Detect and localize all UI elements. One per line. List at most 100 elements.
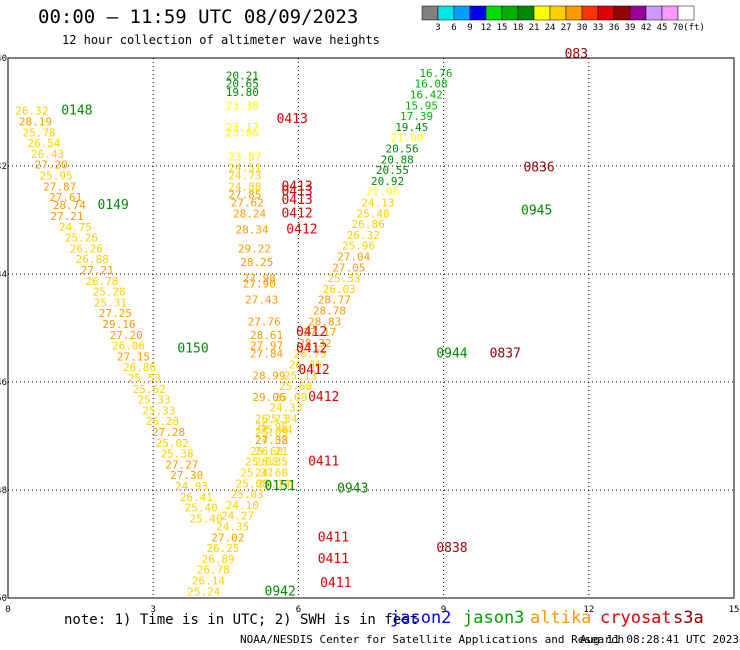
data-label: 26.35 [255,456,288,469]
data-label: 24.35 [216,521,249,534]
legend-label: 18 [513,23,524,33]
legend-label: 39 [625,23,636,33]
data-label: 25.28 [93,286,126,299]
data-label: 24.27 [221,510,254,523]
data-label: 25.40 [185,502,218,515]
data-label: 27.98 [243,272,276,285]
track-label: 0149 [98,198,129,213]
data-label: 24.02 [255,434,288,447]
y-tick-label: -42 [0,162,7,172]
track-label: 0151 [265,479,296,494]
data-label: 25.14 [257,477,290,490]
x-tick-label: 3 [150,605,155,615]
data-label: 28.74 [53,199,86,212]
x-tick-label: 12 [583,605,594,615]
x-tick-label: 15 [729,605,740,615]
data-label: 26.86 [123,361,156,374]
legend-swatch [533,5,551,21]
data-label: 26.73 [255,413,288,426]
legend-jason3: jason3 [463,608,525,628]
data-label: 25.95 [39,170,72,183]
data-label: 17.39 [400,110,433,123]
x-tick-label: 9 [441,605,446,615]
data-label: 26.75 [294,348,327,361]
data-label: 25.08 [235,477,268,490]
legend-swatch [613,5,631,21]
data-label: 26.41 [180,491,213,504]
data-label: 19.45 [395,121,428,134]
legend-swatch [517,5,535,21]
data-label: 16.76 [419,67,452,80]
data-label: 25.09 [255,426,288,439]
legend-label: 9 [467,23,472,33]
legend-swatch [581,5,599,21]
data-label: 20.21 [226,70,259,83]
data-label: 25.60 [250,445,283,458]
x-tick-label: 0 [5,605,10,615]
data-label: 27.27 [165,458,198,471]
legend-label: 15 [497,23,508,33]
data-label: 27.28 [152,426,185,439]
data-label: 28.77 [318,294,351,307]
data-label: 16.42 [410,89,443,102]
data-label: 27.02 [211,531,244,544]
legend-label: 33 [593,23,604,33]
legend-label: 27 [561,23,572,33]
legend-swatch [629,5,647,21]
legend-label: 3 [435,23,440,33]
track-label: 0413 [281,193,312,208]
data-label: 24.51 [228,161,261,174]
data-label: 20.56 [386,143,419,156]
track-label: 0412 [296,325,327,340]
data-label: 27.61 [49,191,82,204]
data-label: 24.68 [255,467,288,480]
data-label: 28.25 [240,256,273,269]
legend-swatch [453,5,471,21]
data-label: 24.88 [228,180,261,193]
data-label: 26.25 [206,542,239,555]
data-label: 27.21 [81,264,114,277]
legend-s3a: s3a [673,608,704,628]
data-label: 25.37 [240,467,273,480]
data-label: 23.38 [226,99,259,112]
data-label: 25.96 [342,240,375,253]
data-label: 22.96 [366,186,399,199]
plot-frame: 0 3 6 9 12 15 -40 -42 -44 -46 -48 -50 [0,54,739,615]
data-label: 25.44 [260,423,293,436]
legend-swatch [501,5,519,21]
data-label: 26.06 [112,340,145,353]
data-label: 29.06 [252,391,285,404]
track-label: 0148 [61,104,92,119]
data-label: 25.33 [137,394,170,407]
data-label: 25.78 [23,126,56,139]
track-label: 0837 [490,347,521,362]
track-label: 0942 [265,584,296,599]
track-label: 0150 [177,341,208,356]
data-label: 25.08 [274,391,307,404]
data-label: 28.61 [250,329,283,342]
data-label: 28.32 [298,337,331,350]
data-label: 26.03 [323,283,356,296]
track-label: 0412 [286,223,317,238]
data-label: 27.21 [50,210,83,223]
data-label: 27.87 [43,180,76,193]
legend-swatch [645,5,663,21]
track-label: 0411 [318,552,349,567]
data-label: 25.26 [65,232,98,245]
data-label: 26.78 [85,275,118,288]
data-label: 25.38 [160,448,193,461]
data-label: 21.90 [390,132,423,145]
track-label: 0412 [298,363,329,378]
data-label: 24.33 [269,402,302,415]
track-label: 0413 [277,112,308,127]
chart-marks: 26.3228.1925.7826.5426.4327.2025.9527.87… [15,47,588,599]
legend-swatch [549,5,567,21]
data-label: 24.73 [228,170,261,183]
legend-swatch [677,5,695,21]
y-tick-label: -44 [0,270,7,280]
data-label: 16.08 [415,78,448,91]
track-label: 0944 [436,347,467,362]
generated-timestamp: Aug 11 08:28:41 UTC 2023 [580,633,739,646]
data-label: 25.40 [356,207,389,220]
data-label: 26.14 [192,575,225,588]
